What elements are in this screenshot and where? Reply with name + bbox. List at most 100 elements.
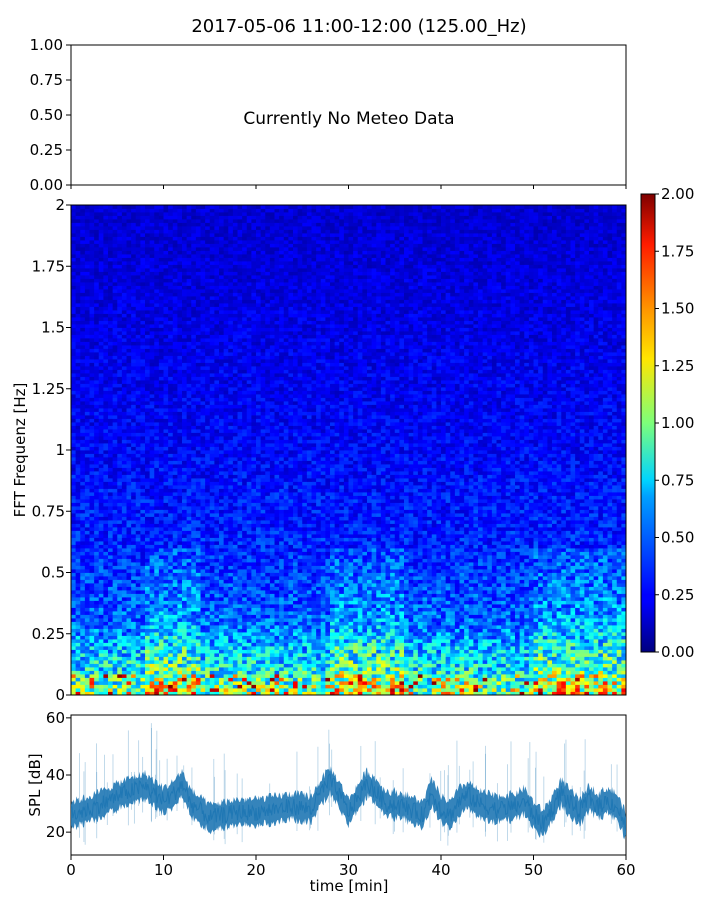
spectrogram-cell <box>408 642 414 647</box>
spectrogram-cell <box>195 625 201 629</box>
spectrogram-cell <box>232 656 238 661</box>
spectrogram-cell <box>357 569 363 573</box>
spectrogram-cell <box>246 569 252 573</box>
spectrogram-cell <box>413 621 419 626</box>
spectrogram-cell <box>177 611 183 615</box>
spectrogram-cell <box>195 621 201 626</box>
spectrogram-cell <box>519 576 525 580</box>
spectrogram-cell <box>274 677 280 682</box>
spectrogram-cell <box>108 635 114 640</box>
spectrogram-cell <box>209 586 215 591</box>
spectrogram-cell <box>71 656 77 661</box>
spectrogram-cell <box>404 639 410 643</box>
spectrogram-cell <box>98 646 104 650</box>
spectrogram-cell <box>121 684 127 689</box>
spectrogram-cell <box>135 621 141 626</box>
spectrogram-cell <box>450 653 456 657</box>
spectrogram-cell <box>385 625 391 629</box>
spectrogram-cell <box>445 600 451 605</box>
spectrogram-cell <box>205 614 211 619</box>
spectrogram-cell <box>459 576 465 580</box>
spectrogram-cell <box>579 607 585 612</box>
spectrogram-cell <box>94 660 100 664</box>
spectrogram-cell <box>616 684 622 689</box>
spectrogram-cell <box>112 583 118 587</box>
spectrogram-cell <box>385 632 391 636</box>
spectrogram-cell <box>413 611 419 615</box>
spectrogram-cell <box>431 649 437 654</box>
spectrogram-cell <box>339 590 345 594</box>
spectrogram-cell <box>205 604 211 608</box>
spectrogram-cell <box>205 621 211 626</box>
spectrogram-cell <box>209 663 215 668</box>
spectrogram-cell <box>612 562 618 566</box>
spectrogram-cell <box>154 597 160 601</box>
spectrogram-cell <box>232 569 238 573</box>
spectrogram-cell <box>371 562 377 566</box>
spectrogram-cell <box>237 548 243 552</box>
spectrogram-cell <box>399 576 405 580</box>
spectrogram-cell <box>436 607 442 612</box>
spectrogram-cell <box>445 656 451 661</box>
spectrogram-cell <box>473 565 479 570</box>
spectrogram-cell <box>579 576 585 580</box>
spectrogram-cell <box>205 586 211 591</box>
spectrogram-cell <box>103 621 109 626</box>
spectrogram-cell <box>237 646 243 650</box>
spectrogram-cell <box>228 639 234 643</box>
spectrogram-cell <box>131 586 137 591</box>
spectrogram-cell <box>357 583 363 587</box>
spectrogram-cell <box>556 555 562 559</box>
spectrogram-cell <box>108 670 114 675</box>
spectrogram-cell <box>265 565 271 570</box>
spectrogram-cell <box>306 604 312 608</box>
spectrogram-cell <box>579 663 585 668</box>
spectrogram-cell <box>205 562 211 566</box>
spectrogram-cell <box>487 667 493 671</box>
spectrogram-cell <box>131 611 137 615</box>
spectrogram-cell <box>209 572 215 577</box>
spectrogram-cell <box>417 583 423 587</box>
spectrogram-cell <box>297 656 303 661</box>
spectrogram-cell <box>251 674 257 678</box>
spectrogram-cell <box>177 639 183 643</box>
spectrogram-cell <box>380 656 386 661</box>
spectrogram-cell <box>112 586 118 591</box>
spectrogram-cell <box>593 691 599 696</box>
spectrogram-cell <box>413 562 419 566</box>
spectrogram-cell <box>589 635 595 640</box>
spectrogram-cell <box>316 653 322 657</box>
spectrogram-cell <box>260 604 266 608</box>
spectrogram-cell <box>112 558 118 563</box>
spectrogram-cell <box>205 593 211 598</box>
spectrogram-cell <box>135 593 141 598</box>
spectrogram-cell <box>547 646 553 650</box>
spectrogram-cell <box>547 684 553 689</box>
spectrogram-cell <box>501 688 507 692</box>
spectrogram-cell <box>487 628 493 633</box>
spectrogram-cell <box>232 586 238 591</box>
spectrogram-cell <box>491 579 497 584</box>
spectrogram-cell <box>343 670 349 675</box>
spectrogram-cell <box>436 628 442 633</box>
spectrogram-cell <box>593 583 599 587</box>
spectrogram-cell <box>538 674 544 678</box>
spectrogram-cell <box>108 681 114 685</box>
spectrogram-cell <box>445 632 451 636</box>
spectrogram-cell <box>441 604 447 608</box>
spectrogram-cell <box>459 660 465 664</box>
spectrogram-cell <box>112 635 118 640</box>
spectrogram-cell <box>552 653 558 657</box>
spectrogram-cell <box>353 618 359 622</box>
spectrogram-cell <box>556 607 562 612</box>
spectrogram-cell <box>121 576 127 580</box>
spectrogram-cell <box>538 569 544 573</box>
spectrogram-cell <box>98 653 104 657</box>
spectrogram-cell <box>556 677 562 682</box>
spectrogram-cell <box>316 639 322 643</box>
spectrogram-cell <box>316 618 322 622</box>
spectrogram-cell <box>556 576 562 580</box>
spectrogram-cell <box>404 579 410 584</box>
spectrogram-cell <box>547 600 553 605</box>
spectrogram-cell <box>491 642 497 647</box>
